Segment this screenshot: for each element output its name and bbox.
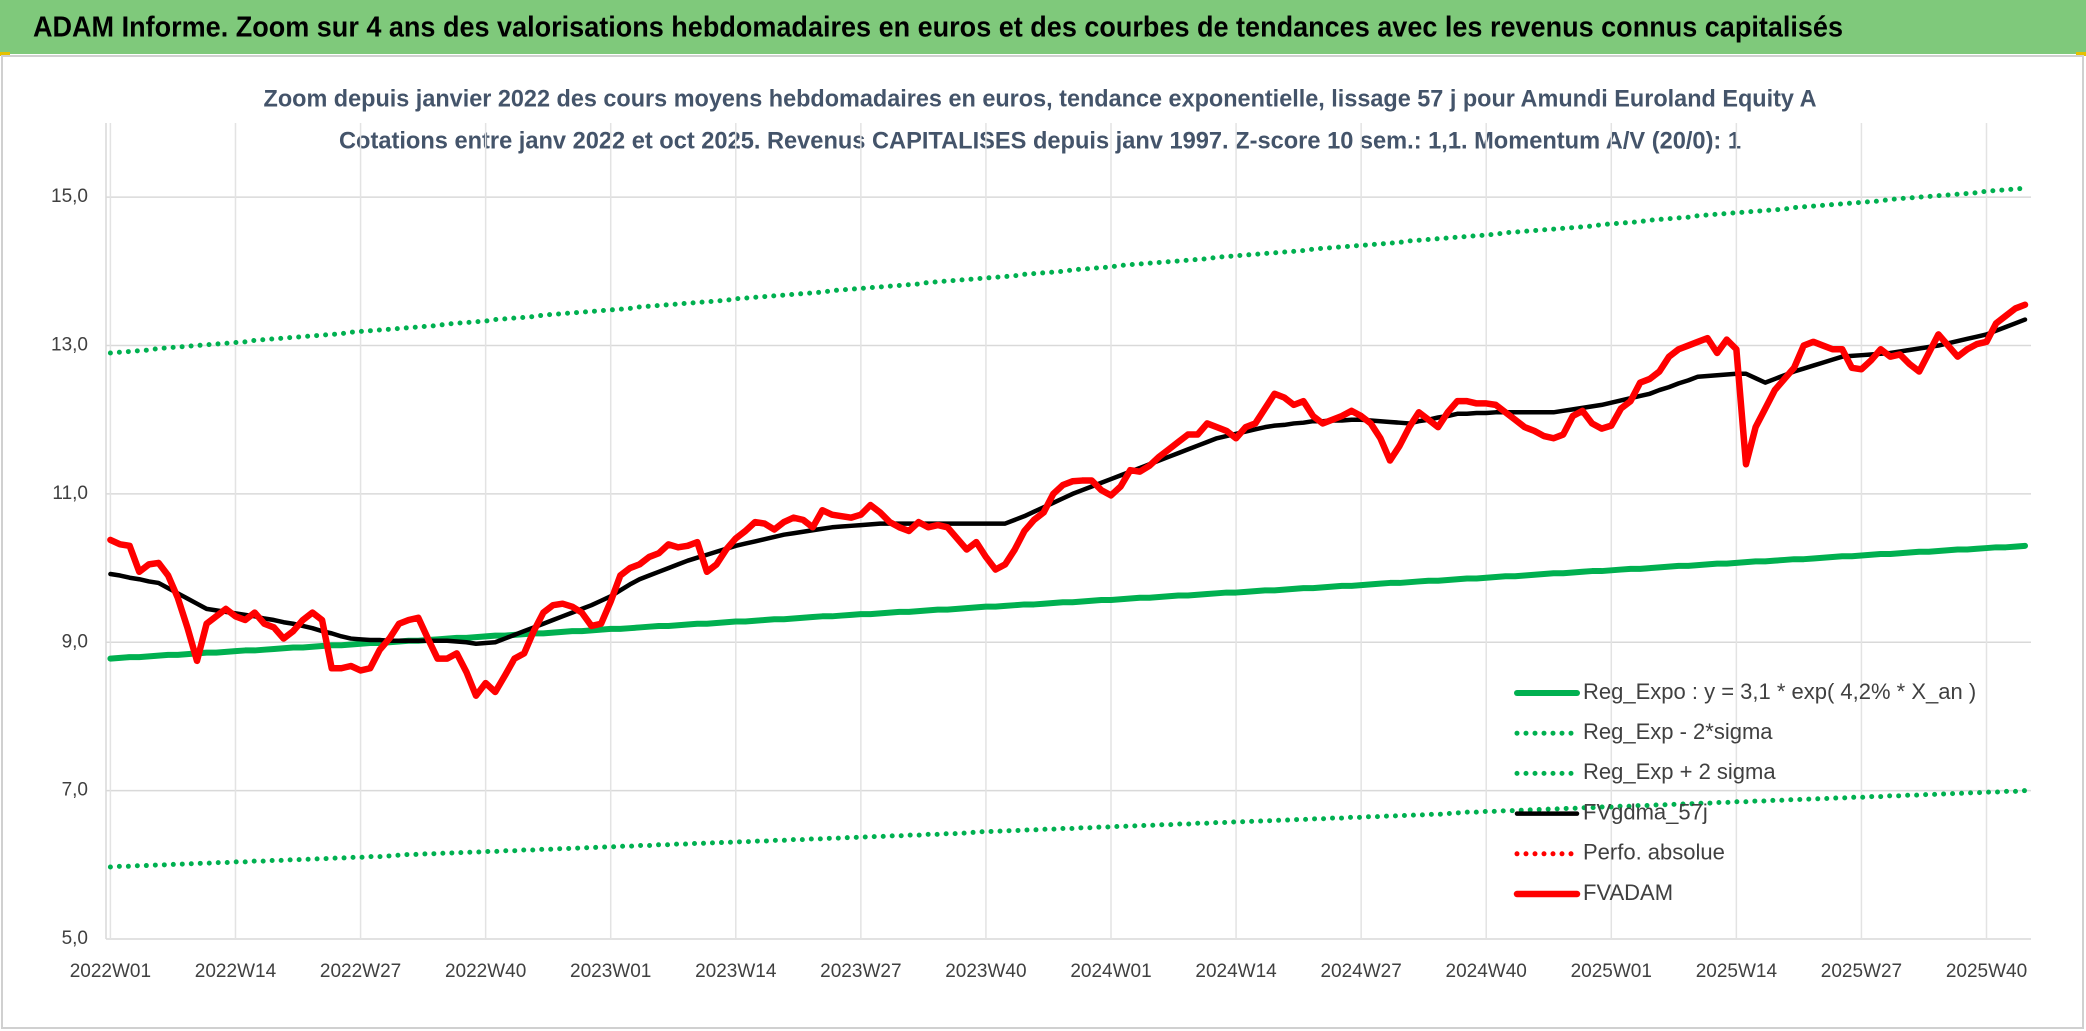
y-tick-label: 9,0 <box>62 631 88 652</box>
legend: Reg_Expo : y = 3,1 * exp( 4,2% * X_an ) R… <box>1513 679 1976 905</box>
legend-label: Reg_Exp - 2*sigma <box>1583 719 1773 744</box>
series-line <box>107 301 2029 699</box>
x-tick-label: 2024W27 <box>1320 961 1401 982</box>
x-tick-label: 2023W27 <box>820 961 901 982</box>
legend-label: FVgdma_57j <box>1583 799 1708 824</box>
y-tick-label: 5,0 <box>62 928 88 949</box>
x-tick-label: 2024W14 <box>1195 961 1277 982</box>
x-tick-label: 2023W14 <box>695 961 777 982</box>
x-tick-label: 2022W40 <box>445 961 526 982</box>
corner-mark <box>2076 52 2086 56</box>
y-tick-label: 15,0 <box>51 186 88 207</box>
x-tick-label: 2023W01 <box>570 961 651 982</box>
x-tick-label: 2025W40 <box>1946 961 2027 982</box>
corner-mark <box>0 52 10 56</box>
x-tick-label: 2022W27 <box>320 961 401 982</box>
x-tick-label: 2022W01 <box>70 961 151 982</box>
header-band <box>0 0 2086 54</box>
x-tick-label: 2024W40 <box>1446 961 1527 982</box>
x-tick-label: 2023W40 <box>945 961 1026 982</box>
series-line <box>107 185 2028 356</box>
x-tick-label: 2025W01 <box>1571 961 1652 982</box>
chart-frame <box>1 55 2084 1029</box>
y-tick-label: 13,0 <box>51 335 88 356</box>
x-tick-label: 2025W14 <box>1696 961 1778 982</box>
x-tick-label: 2022W14 <box>195 961 277 982</box>
chart-subtitle: Cotations entre janv 2022 et oct 2025. R… <box>339 127 1741 154</box>
plot <box>107 185 2029 870</box>
y-tick-label: 11,0 <box>52 483 88 504</box>
chart-title: Zoom depuis janvier 2022 des cours moyen… <box>264 85 1817 112</box>
legend-label: Reg_Expo : y = 3,1 * exp( 4,2% * X_an ) <box>1583 679 1976 704</box>
x-tick-label: 2024W01 <box>1070 961 1151 982</box>
legend-label: Perfo. absolue <box>1583 840 1725 865</box>
legend-label: FVADAM <box>1583 880 1673 905</box>
y-tick-label: 7,0 <box>62 780 88 801</box>
x-tick-label: 2025W27 <box>1821 961 1902 982</box>
page-title: ADAM Informe. Zoom sur 4 ans des valoris… <box>33 12 1843 44</box>
legend-label: Reg_Exp + 2 sigma <box>1583 759 1776 784</box>
